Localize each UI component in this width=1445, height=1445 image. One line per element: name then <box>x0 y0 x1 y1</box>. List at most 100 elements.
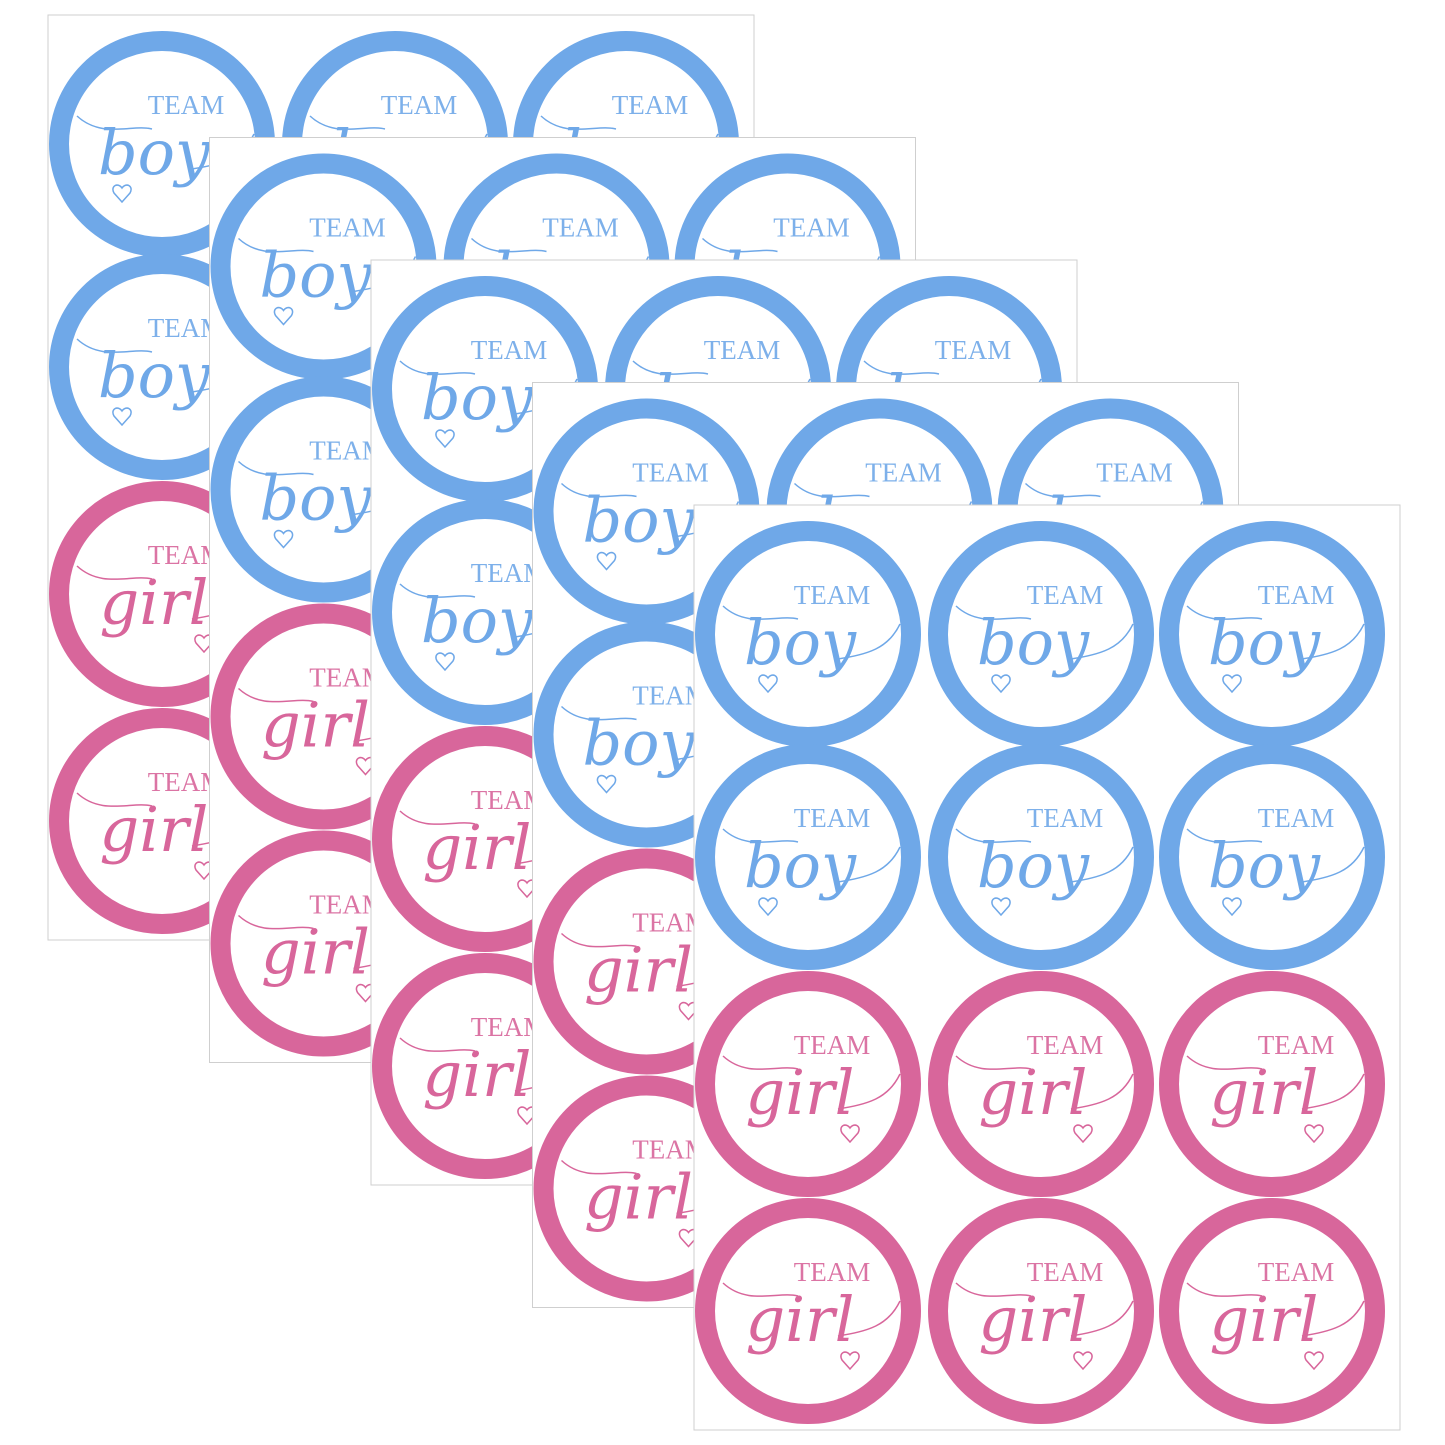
sticker-ring <box>928 971 1154 1197</box>
sticker-flourish <box>955 828 1134 883</box>
sticker-word: girl <box>746 1056 855 1129</box>
sticker-team: TEAM <box>704 335 781 365</box>
sticker-word: girl <box>979 1283 1088 1356</box>
sticker-ring <box>695 744 921 970</box>
sticker-ring <box>695 971 921 1197</box>
sticker-heart <box>355 983 376 1003</box>
sticker-team: TEAM <box>865 458 942 488</box>
sticker-team: TEAM <box>1027 1030 1104 1060</box>
sticker-team: TEAM <box>1258 1030 1335 1060</box>
sticker-word: boy <box>744 829 857 902</box>
sticker-team: TEAM <box>1258 580 1335 610</box>
sticker-ring <box>1159 971 1385 1197</box>
sticker-heart <box>517 1106 537 1126</box>
sheet: TEAMboyTEAMboyTEAMboyTEAMboyTEAMboyTEAMb… <box>693 504 1401 1431</box>
sticker-word: girl <box>979 1056 1088 1129</box>
sticker-team: TEAM <box>1258 1257 1335 1287</box>
sticker-heart <box>596 774 617 794</box>
sticker-word: girl <box>1210 1056 1319 1129</box>
sticker-flourish <box>955 605 1134 660</box>
sticker-team: TEAM <box>612 90 689 120</box>
sticker-team: TEAM <box>1027 580 1104 610</box>
sticker-word: boy <box>421 361 534 434</box>
sticker-ring <box>1159 521 1385 747</box>
sticker-word: girl <box>100 566 209 639</box>
sticker-heart <box>1222 674 1242 694</box>
sticker-heart <box>112 184 132 204</box>
sticker-heart <box>1073 1351 1093 1371</box>
sticker-ring <box>928 521 1154 747</box>
sticker-flourish <box>722 828 901 883</box>
sticker-word: girl <box>423 1038 532 1111</box>
sticker-team: TEAM <box>935 335 1012 365</box>
sticker-team: TEAM <box>1027 1257 1104 1287</box>
sticker-heart <box>678 1001 699 1021</box>
sticker-word: boy <box>98 339 211 412</box>
sticker-word: girl <box>261 916 370 989</box>
sticker-team: TEAM <box>1027 803 1104 833</box>
sticker-heart <box>273 306 294 326</box>
sticker-team: TEAM <box>794 1257 871 1287</box>
sticker-flourish <box>1186 1055 1365 1110</box>
sticker-heart <box>991 897 1011 917</box>
sticker-ring <box>695 521 921 747</box>
sticker-ring <box>928 1198 1154 1424</box>
sticker-heart <box>1304 1351 1324 1371</box>
sticker-team: TEAM <box>794 803 871 833</box>
sticker-word: boy <box>744 606 857 679</box>
sticker-heart <box>1222 897 1242 917</box>
sticker-word: girl <box>1210 1283 1319 1356</box>
sticker-heart <box>194 861 214 881</box>
sticker-flourish <box>1186 828 1365 883</box>
sticker-heart <box>758 897 778 917</box>
sticker-word: boy <box>582 707 695 780</box>
sticker-team: TEAM <box>794 1030 871 1060</box>
sticker-heart <box>758 674 778 694</box>
sticker-word: boy <box>1208 829 1321 902</box>
sticker-heart <box>355 756 376 776</box>
sticker-heart <box>1073 1124 1093 1144</box>
sticker-word: girl <box>261 689 370 762</box>
sticker-team: TEAM <box>1096 458 1173 488</box>
sticker-flourish <box>722 1055 901 1110</box>
sticker-word: boy <box>421 584 534 657</box>
sticker-word: boy <box>582 484 695 557</box>
sticker-team: TEAM <box>148 90 225 120</box>
sticker-flourish <box>1186 605 1365 660</box>
sticker-team: TEAM <box>794 580 871 610</box>
sticker-team: TEAM <box>381 90 458 120</box>
sticker-team: TEAM <box>471 335 548 365</box>
sticker-word: boy <box>977 829 1090 902</box>
sticker-team: TEAM <box>632 458 709 488</box>
sticker-team: TEAM <box>309 213 386 243</box>
sticker-flourish <box>955 1282 1134 1337</box>
sticker-heart <box>991 674 1011 694</box>
sticker-heart <box>840 1351 860 1371</box>
sticker-ring <box>695 1198 921 1424</box>
sticker-team: TEAM <box>773 213 850 243</box>
sticker-word: girl <box>423 811 532 884</box>
sticker-ring <box>1159 744 1385 970</box>
sticker-word: girl <box>584 934 693 1007</box>
sticker-heart <box>435 429 455 449</box>
sticker-word: boy <box>98 116 211 189</box>
sticker-team: TEAM <box>542 213 619 243</box>
sticker-flourish <box>1186 1282 1365 1337</box>
sticker-word: boy <box>259 239 372 312</box>
sticker-word: girl <box>584 1161 693 1234</box>
sticker-ring <box>1159 1198 1385 1424</box>
sticker-heart <box>273 529 294 549</box>
sticker-heart <box>517 879 537 899</box>
